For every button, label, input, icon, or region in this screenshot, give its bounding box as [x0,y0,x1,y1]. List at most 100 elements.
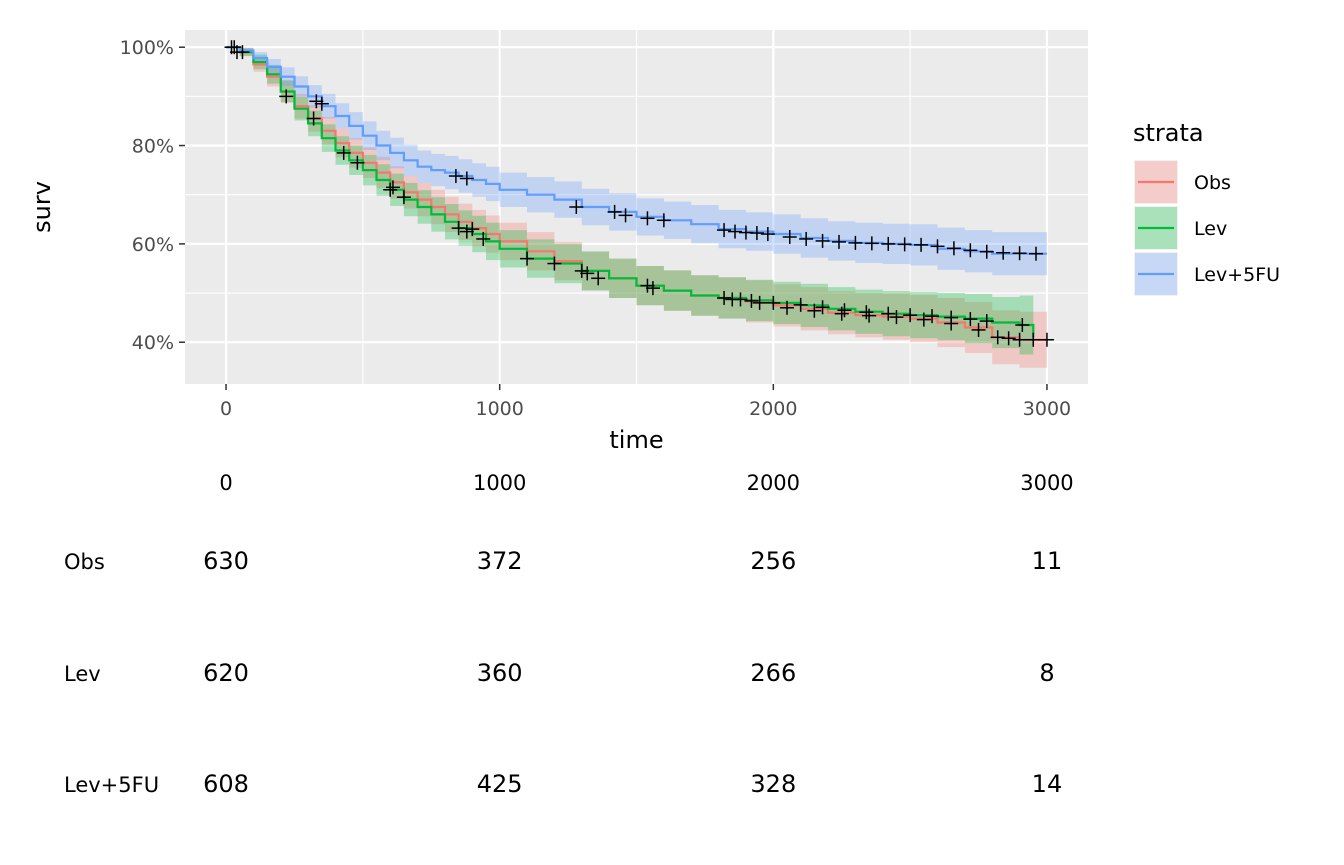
censor-mark [607,204,622,219]
censor-marks [224,40,1054,347]
censor-mark [760,227,775,242]
y-axis-title: surv [28,181,56,233]
band-lev-5fu [226,47,1047,276]
risk-count: 630 [203,547,249,575]
censor-mark [645,281,660,296]
censor-mark [780,300,794,315]
censor-mark [547,256,562,271]
censor-mark [383,182,398,197]
y-tick-label: 80% [132,136,174,158]
curve-obs [226,46,1047,341]
censor-mark [897,237,912,252]
censor-mark [279,89,294,104]
censor-mark [459,171,474,186]
censor-mark [930,239,945,254]
censor-mark [465,222,480,237]
censor-mark [996,245,1011,260]
censor-mark [309,94,324,109]
risk-table: 0 1000 2000 3000 Obs 630 372 256 11 Lev 620 360 266 8… [64,471,1074,798]
risk-count: 425 [477,770,523,798]
x-tick-label: 1000 [476,398,524,420]
censor-mark [807,303,822,318]
censor-mark [752,295,767,310]
censor-mark [306,111,321,126]
legend-title: strata [1133,119,1204,147]
censor-mark [1039,332,1054,347]
censor-mark [448,169,463,184]
censor-mark [744,293,759,308]
curve-lev [226,46,1035,338]
censor-mark [766,295,781,310]
axes: 40% 60% 80% 100% 0 1000 2000 3000 [120,37,1071,420]
censor-mark [396,190,411,205]
censor-mark [640,278,655,293]
censor-mark [916,312,931,327]
risk-row-name: Lev+5FU [64,773,159,797]
censor-mark [1001,331,1016,346]
censor-mark [728,224,743,239]
x-axis-title: time [609,426,663,454]
x-tick-label: 3000 [1023,398,1071,420]
legend-label: Obs [1194,172,1231,194]
x-tick-label: 0 [220,398,232,420]
censor-mark [1026,332,1041,347]
censor-mark [862,308,877,323]
y-tick-label: 40% [132,332,174,354]
risk-count: 14 [1032,770,1063,798]
censor-mark [848,235,863,250]
censor-mark [314,96,329,111]
censor-mark [1012,246,1027,261]
censor-mark [476,231,491,246]
censor-mark [591,271,606,286]
censor-mark [864,236,879,251]
censor-mark [815,233,830,248]
censor-mark [224,40,239,55]
censor-mark [815,300,830,315]
risk-count: 11 [1032,547,1063,575]
legend-label: Lev+5FU [1194,264,1280,286]
risk-count: 8 [1039,659,1054,687]
censor-mark [569,200,584,214]
censor-mark [831,234,846,249]
censor-mark [1012,332,1027,347]
legend-item-lev-5fu: Lev+5FU [1134,252,1280,296]
risk-count: 266 [750,659,796,687]
censor-mark [574,263,589,278]
legend-item-lev: Lev [1134,206,1227,250]
censor-mark [782,229,797,244]
risk-row-obs: Obs 630 372 256 11 [64,547,1062,575]
censor-mark [1029,246,1044,261]
censor-mark [837,303,852,318]
risk-time-label: 1000 [473,471,526,495]
legend-item-obs: Obs [1134,160,1231,204]
censor-mark [350,155,365,170]
y-tick-label: 100% [120,37,174,59]
censor-mark [799,231,814,246]
censor-mark [459,224,474,239]
censor-mark [914,237,929,252]
risk-time-label: 2000 [747,471,800,495]
risk-row-lev-5fu: Lev+5FU 608 425 328 14 [64,770,1062,798]
censor-mark [336,145,351,160]
censor-mark [733,292,748,307]
risk-count: 360 [477,659,523,687]
risk-time-label: 0 [219,471,232,495]
band-obs [226,47,1047,368]
censor-mark [520,251,535,266]
risk-count: 372 [477,547,523,575]
censor-mark [618,208,633,223]
censor-mark [963,312,978,327]
band-lev [226,47,1034,367]
censor-mark [656,213,671,228]
censor-mark [859,305,874,320]
censor-mark [385,180,400,195]
risk-count: 328 [750,770,796,798]
censor-mark [881,236,896,251]
x-tick-label: 2000 [749,398,797,420]
censor-mark [925,309,940,324]
censor-mark [889,310,904,325]
censor-mark [451,221,466,236]
censor-mark [944,310,959,325]
censor-mark [963,243,978,258]
risk-time-label: 3000 [1020,471,1073,495]
